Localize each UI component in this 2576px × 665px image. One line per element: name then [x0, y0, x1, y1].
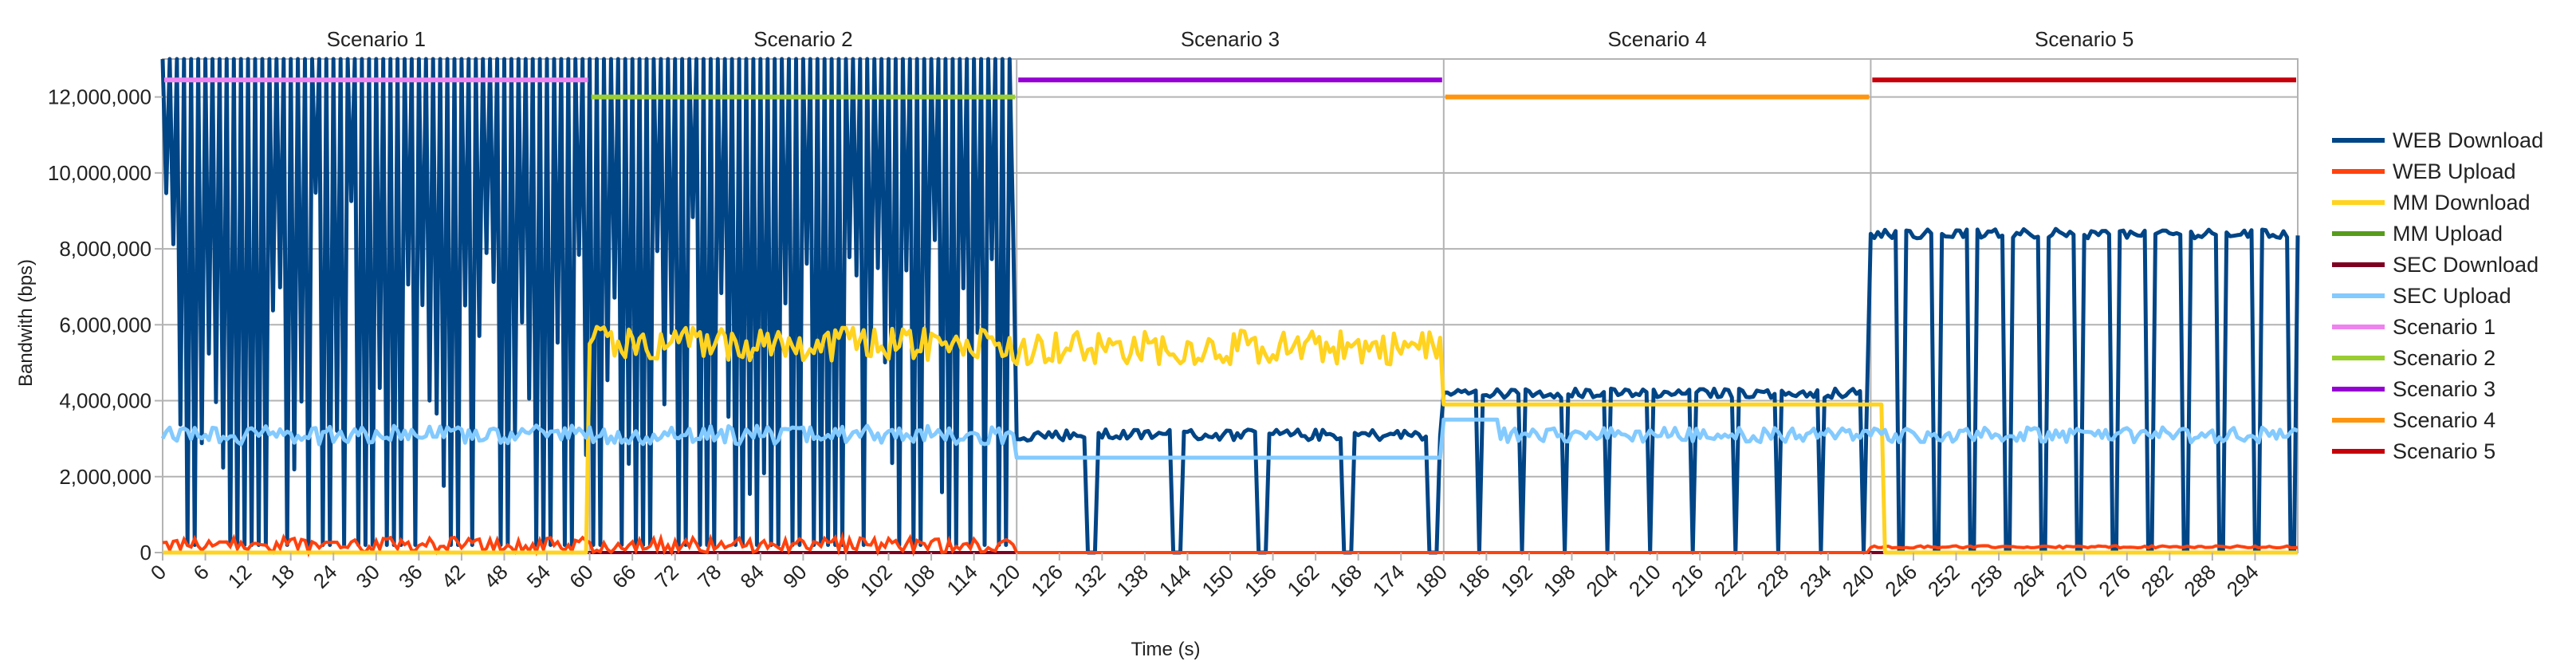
x-tick-label: 228 [1752, 560, 1794, 601]
legend: WEB Download WEB Upload MM Download MM Uplo… [2332, 128, 2543, 463]
x-tick-label: 210 [1624, 560, 1666, 601]
legend-label: WEB Download [2393, 128, 2543, 152]
scenario-title: Scenario 1 [327, 27, 426, 51]
scenario-titles: Scenario 1 Scenario 2 Scenario 3 Scenario 4… [327, 27, 2134, 51]
y-axis-label: Bandwith (bps) [15, 259, 37, 387]
x-tick-label: 30 [351, 560, 384, 593]
legend-label: Scenario 5 [2393, 439, 2495, 463]
data-series [160, 57, 2300, 558]
x-tick-label: 162 [1282, 560, 1323, 601]
x-tick-label: 288 [2179, 560, 2220, 601]
x-tick-label: 0 [146, 560, 171, 584]
x-tick-label: 240 [1838, 560, 1879, 601]
x-tick-label: 6 [188, 560, 213, 584]
x-tick-label: 276 [2094, 560, 2135, 601]
x-tick-label: 168 [1325, 560, 1367, 601]
x-tick-label: 252 [1923, 560, 1964, 601]
series-mm-download [163, 325, 2298, 555]
x-tick-label: 132 [1069, 560, 1111, 601]
x-tick-label: 90 [778, 560, 812, 593]
legend-label: SEC Download [2393, 253, 2539, 277]
x-tick-label: 282 [2137, 560, 2178, 601]
x-tick-label: 234 [1795, 560, 1836, 601]
x-tick-label: 150 [1197, 560, 1238, 601]
series-sec-upload [160, 417, 2299, 460]
x-tick-label: 24 [309, 560, 342, 593]
y-tick-label: 2,000,000 [59, 465, 151, 489]
y-tick-label: 8,000,000 [59, 237, 151, 261]
series-web-download [160, 57, 2300, 555]
legend-label: Scenario 4 [2393, 408, 2495, 432]
x-tick-label: 108 [898, 560, 939, 601]
x-tick-label: 126 [1026, 560, 1068, 601]
x-tick-label: 186 [1453, 560, 1495, 601]
x-tick-label: 18 [265, 560, 299, 593]
x-tick-label: 264 [2008, 560, 2050, 601]
x-tick-label: 60 [564, 560, 598, 593]
x-tick-label: 222 [1709, 560, 1751, 601]
x-tick-label: 102 [855, 560, 897, 601]
x-tick-label: 96 [821, 560, 855, 593]
x-tick-label: 114 [942, 560, 982, 600]
x-tick-label: 246 [1880, 560, 1921, 601]
x-tick-label: 72 [650, 560, 683, 593]
legend-label: WEB Upload [2393, 159, 2516, 183]
x-tick-label: 36 [394, 560, 427, 593]
scenario-title: Scenario 5 [2035, 27, 2134, 51]
x-tick-label: 138 [1111, 560, 1153, 601]
x-tick-label: 258 [1965, 560, 2007, 601]
scenario-title: Scenario 4 [1607, 27, 1706, 51]
x-tick-label: 12 [223, 560, 257, 593]
y-tick-label: 6,000,000 [59, 313, 151, 336]
y-tick-label: 12,000,000 [48, 85, 151, 109]
y-tick-label: 4,000,000 [59, 389, 151, 413]
scenario-bars [164, 77, 2296, 100]
series-web-upload [162, 531, 2299, 558]
legend-label: Scenario 1 [2393, 315, 2495, 339]
x-tick-label: 192 [1496, 560, 1537, 601]
legend-label: Scenario 2 [2393, 346, 2495, 370]
legend-label: Scenario 3 [2393, 377, 2495, 401]
x-tick-label: 66 [608, 560, 641, 593]
y-tick-label: 0 [140, 541, 151, 565]
x-tick-label: 42 [436, 560, 470, 593]
legend-label: MM Upload [2393, 222, 2503, 246]
x-tick-label: 48 [479, 560, 513, 593]
axes: 0 2,000,000 4,000,000 6,000,000 8,000,000 10,… [48, 85, 2263, 601]
x-tick-label: 120 [984, 560, 1025, 601]
x-tick-label: 144 [1154, 560, 1196, 601]
y-tick-label: 10,000,000 [48, 161, 151, 185]
x-axis-label: Time (s) [1131, 639, 1200, 660]
x-tick-label: 204 [1581, 560, 1622, 601]
x-tick-label: 270 [2051, 560, 2093, 601]
legend-label: SEC Upload [2393, 284, 2511, 308]
x-tick-label: 216 [1667, 560, 1709, 601]
x-tick-label: 180 [1410, 560, 1452, 601]
scenario-title: Scenario 3 [1181, 27, 1280, 51]
x-tick-label: 156 [1240, 560, 1281, 601]
legend-label: MM Download [2393, 191, 2531, 214]
scenario-title: Scenario 2 [753, 27, 852, 51]
x-tick-label: 78 [693, 560, 726, 593]
x-tick-label: 54 [522, 560, 556, 593]
x-tick-label: 174 [1368, 560, 1410, 601]
x-tick-label: 198 [1539, 560, 1580, 601]
x-tick-label: 84 [735, 560, 769, 593]
x-tick-label: 294 [2222, 560, 2263, 601]
